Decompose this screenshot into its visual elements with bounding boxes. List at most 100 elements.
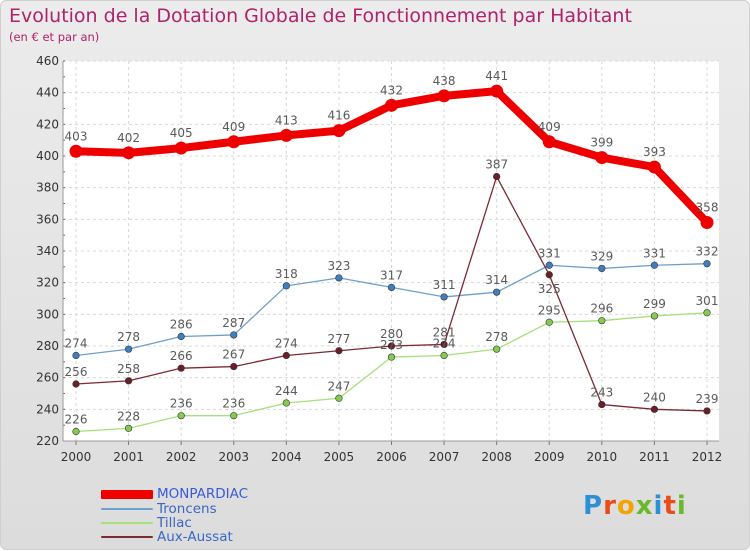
y-tick-label: 300	[36, 307, 59, 321]
data-label-tillac: 244	[275, 384, 298, 398]
data-label-monpardiac: 358	[696, 201, 719, 215]
data-label-tillac: 301	[696, 294, 719, 308]
data-point-tillac	[650, 312, 659, 320]
data-point-tillac	[124, 424, 133, 432]
y-tick-label: 320	[36, 276, 59, 290]
data-label-tillac: 296	[590, 302, 613, 316]
data-label-monpardiac: 403	[65, 129, 88, 143]
proxiti-logo: Proxiti	[583, 491, 687, 521]
data-point-monpardiac	[437, 89, 451, 103]
grid-layer	[63, 60, 719, 442]
y-tick-label: 240	[36, 402, 59, 416]
x-tick-label: 2011	[639, 450, 670, 464]
data-label-troncens: 331	[643, 246, 666, 260]
data-label-aux-aussat: 274	[275, 337, 298, 351]
data-label-troncens: 317	[380, 268, 403, 282]
x-tick-label: 2008	[481, 450, 512, 464]
y-tick-label: 280	[36, 339, 59, 353]
data-point-aux-aussat	[335, 347, 343, 355]
y-tick-label: 380	[36, 181, 59, 195]
data-point-tillac	[387, 353, 396, 361]
legend-item-tillac: Tillac	[101, 515, 192, 531]
logo-letter: i	[676, 491, 687, 521]
data-label-monpardiac: 399	[590, 136, 613, 150]
data-point-monpardiac	[647, 160, 661, 174]
data-point-aux-aussat	[598, 400, 606, 409]
data-label-aux-aussat: 243	[590, 386, 613, 400]
legend-label-monpardiac: MONPARDIAC	[157, 486, 249, 502]
legend-item-monpardiac: MONPARDIAC	[101, 486, 248, 502]
data-label-monpardiac: 432	[380, 83, 403, 97]
data-point-troncens	[387, 283, 396, 292]
data-point-troncens	[230, 331, 238, 339]
y-tick-label: 340	[36, 244, 59, 258]
data-label-monpardiac: 393	[643, 145, 666, 159]
data-label-troncens: 278	[117, 330, 140, 344]
data-label-tillac: 236	[170, 397, 193, 411]
data-point-tillac	[282, 399, 290, 407]
x-tick-label: 2002	[166, 450, 197, 464]
data-point-monpardiac	[595, 151, 609, 165]
data-point-aux-aussat	[545, 271, 553, 279]
y-tick-label: 420	[36, 117, 59, 131]
label-layer: 403 402 405 409 413 416 432 438 441 409 399 393 358 2…	[65, 69, 719, 426]
x-tick-label: 2005	[324, 450, 355, 464]
data-point-tillac	[493, 345, 501, 353]
x-tick-label: 2009	[534, 450, 565, 464]
data-point-troncens	[545, 261, 553, 269]
data-point-monpardiac	[122, 146, 136, 160]
data-label-tillac: 278	[485, 330, 508, 344]
data-point-tillac	[545, 318, 553, 326]
axis-layer: 220 240 260 280 300 320 340 360 380 400 420 440 460 2…	[36, 54, 722, 464]
data-point-troncens	[124, 345, 133, 353]
x-tick-label: 2003	[218, 450, 249, 464]
data-point-aux-aussat	[650, 405, 659, 413]
data-point-aux-aussat	[124, 377, 133, 385]
data-point-tillac	[598, 317, 606, 325]
data-label-troncens: 314	[485, 273, 508, 287]
data-point-tillac	[177, 412, 185, 420]
data-label-tillac: 274	[433, 337, 456, 351]
chart-subtitle: (en € et par an)	[9, 30, 100, 44]
data-label-troncens: 332	[696, 245, 719, 259]
data-label-aux-aussat: 325	[538, 282, 561, 296]
data-point-aux-aussat	[230, 362, 238, 371]
data-label-aux-aussat: 256	[65, 365, 88, 379]
data-point-aux-aussat	[177, 364, 185, 372]
y-tick-label: 400	[36, 149, 59, 163]
data-point-aux-aussat	[493, 172, 501, 181]
x-tick-label: 2006	[376, 450, 407, 464]
data-label-aux-aussat: 239	[696, 392, 719, 406]
data-point-monpardiac	[227, 135, 241, 149]
data-label-tillac: 295	[538, 303, 561, 317]
data-label-monpardiac: 409	[222, 120, 245, 134]
data-point-troncens	[282, 282, 290, 290]
data-point-monpardiac	[174, 141, 188, 155]
data-point-troncens	[493, 288, 501, 296]
data-label-tillac: 273	[380, 338, 403, 352]
x-tick-label: 2001	[113, 450, 144, 464]
data-point-monpardiac	[279, 128, 293, 142]
data-label-troncens: 318	[275, 267, 298, 281]
data-point-aux-aussat	[72, 380, 80, 388]
data-point-tillac	[440, 351, 448, 360]
x-tick-label: 2010	[587, 450, 618, 464]
data-point-monpardiac	[69, 144, 83, 158]
data-point-monpardiac	[490, 84, 504, 98]
data-point-troncens	[703, 260, 711, 268]
data-point-troncens	[440, 293, 448, 301]
data-label-troncens: 323	[327, 259, 350, 273]
data-label-aux-aussat: 258	[117, 362, 140, 376]
data-point-monpardiac	[385, 98, 398, 112]
data-point-monpardiac	[542, 135, 556, 149]
data-label-monpardiac: 409	[538, 120, 561, 134]
data-label-tillac: 299	[643, 297, 666, 311]
data-label-tillac: 228	[117, 409, 140, 423]
data-label-troncens: 274	[65, 337, 88, 351]
data-label-troncens: 287	[222, 316, 245, 330]
data-point-tillac	[703, 309, 711, 317]
data-point-troncens	[177, 332, 185, 341]
y-tick-label: 260	[36, 371, 59, 385]
data-label-tillac: 247	[327, 379, 350, 393]
